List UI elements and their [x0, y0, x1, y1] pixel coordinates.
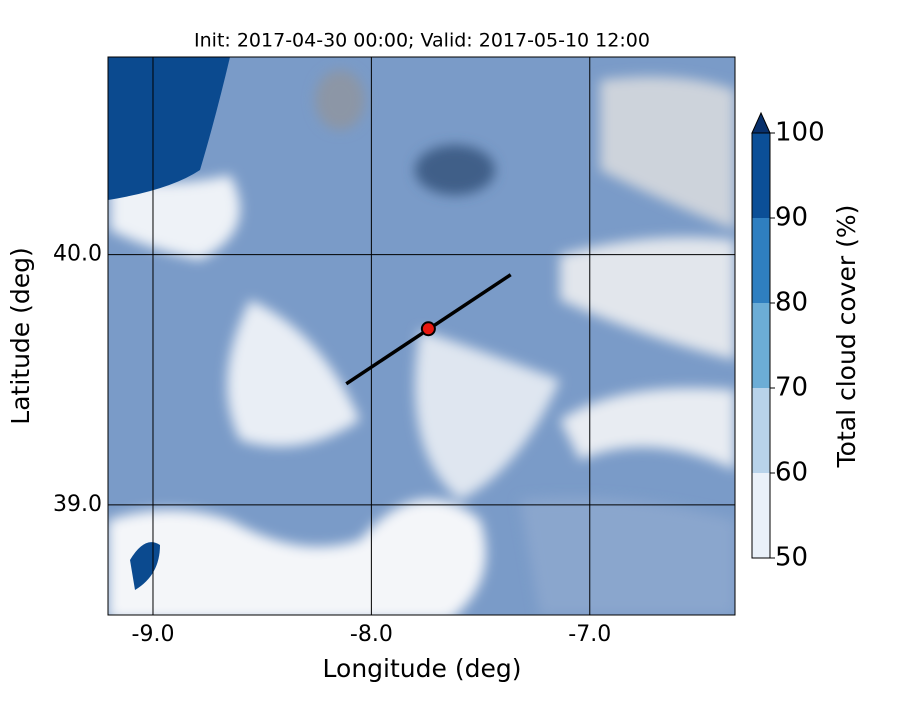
plot-frame [107, 56, 736, 616]
chart-layer: -9.0 -8.0 -7.0 39.0 40.0 50 60 70 80 90 100 [53, 57, 825, 647]
colorbar-label: Total cloud cover (%) [832, 205, 861, 469]
colorbar-frame [751, 132, 771, 559]
y-tick-label: 39.0 [53, 492, 102, 517]
y-axis-label: Latitude (deg) [6, 247, 35, 424]
colorbar-band [752, 388, 770, 473]
colorbar-tick-label: 70 [775, 373, 808, 403]
x-tick-label: -8.0 [350, 622, 393, 647]
colorbar-band [752, 303, 770, 388]
cloud-field [108, 57, 735, 615]
colorbar-tick-label: 50 [775, 543, 808, 573]
location-point [420, 321, 436, 337]
y-tick-label: 40.0 [53, 242, 102, 267]
x-tick-label: -7.0 [568, 622, 611, 647]
x-tick-label: -9.0 [132, 622, 175, 647]
colorbar-band [752, 218, 770, 303]
colorbar-tick-label: 60 [775, 458, 808, 488]
colorbar-extension [751, 111, 771, 134]
colorbar-tick-label: 90 [775, 203, 808, 233]
colorbar-band [752, 473, 770, 558]
colorbar-tick-label: 80 [775, 288, 808, 318]
colorbar-tick-label: 100 [775, 118, 825, 148]
x-axis-label: Longitude (deg) [323, 654, 522, 683]
colorbar-band [752, 133, 770, 218]
chart-title: Init: 2017-04-30 00:00; Valid: 2017-05-1… [194, 30, 650, 52]
